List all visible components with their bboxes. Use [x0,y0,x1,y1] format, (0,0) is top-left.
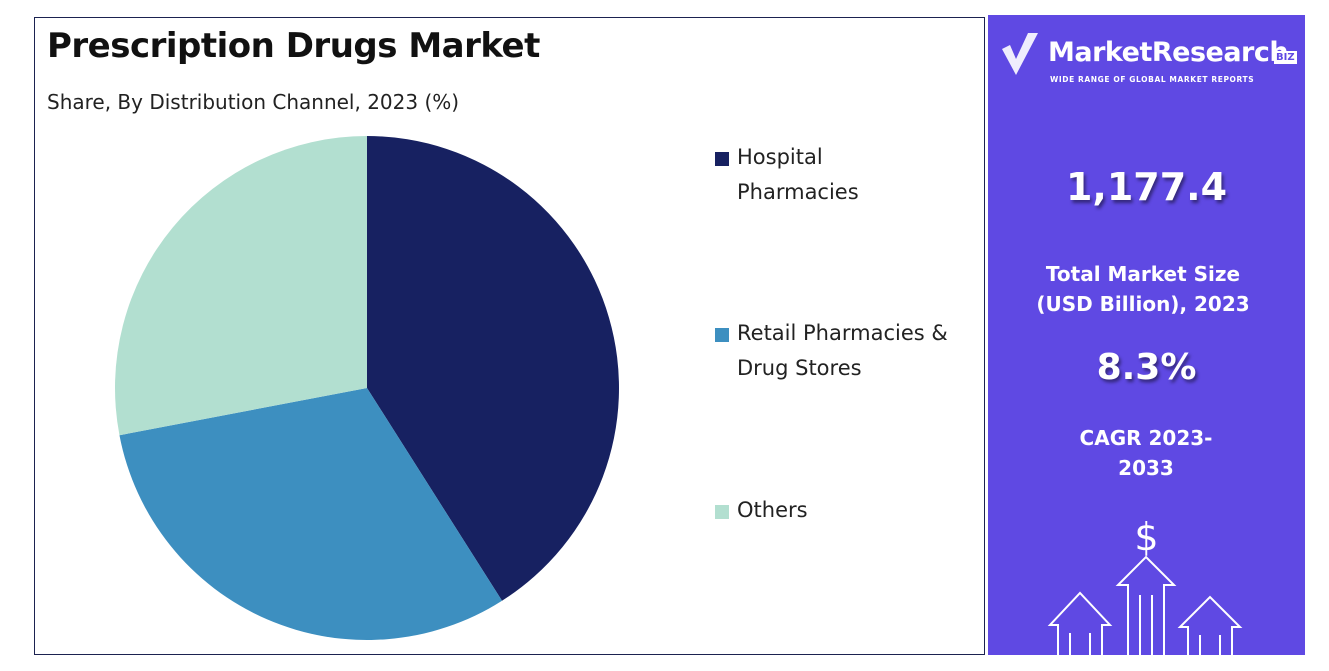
arrows-icon [1047,555,1243,655]
pie-slice [114,136,367,436]
side-panel: MarketResearch BIZ WIDE RANGE OF GLOBAL … [988,15,1305,655]
market-size-label: Total Market Size (USD Billion), 2023 [1036,262,1250,316]
logo-mark [1002,33,1038,75]
chart-title: Prescription Drugs Market [47,26,540,66]
tagline: WIDE RANGE OF GLOBAL MARKET REPORTS [1050,75,1255,84]
legend-label: Others [737,498,808,522]
side-graphics [1002,33,1243,655]
legend-swatch [715,152,729,166]
market-size: 1,177.4 [1065,165,1228,209]
pie-slice [119,388,503,640]
brand: MarketResearch [1048,37,1289,68]
brand-badge: BIZ [1274,51,1297,64]
chart-panel: Prescription Drugs Market Share, By Dist… [34,17,985,655]
legend-label: Hospital Pharmacies [737,145,859,204]
chart-subtitle: Share, By Distribution Channel, 2023 (%) [47,90,460,114]
legend-label: Retail Pharmacies & Drug Stores [737,321,948,380]
pie-slice [367,136,620,601]
cagr: 8.3% [1096,347,1197,388]
legend-swatch [715,505,729,519]
legend-item: Retail Pharmacies & Drug Stores [715,316,977,386]
legend-swatch [715,328,729,342]
dollar-icon: $ [1134,515,1159,559]
legend-item: Hospital Pharmacies [715,140,887,210]
cagr-label: CAGR 2023-2033 [1079,426,1213,480]
pie-chart [114,136,620,640]
legend-item: Others [715,493,887,528]
